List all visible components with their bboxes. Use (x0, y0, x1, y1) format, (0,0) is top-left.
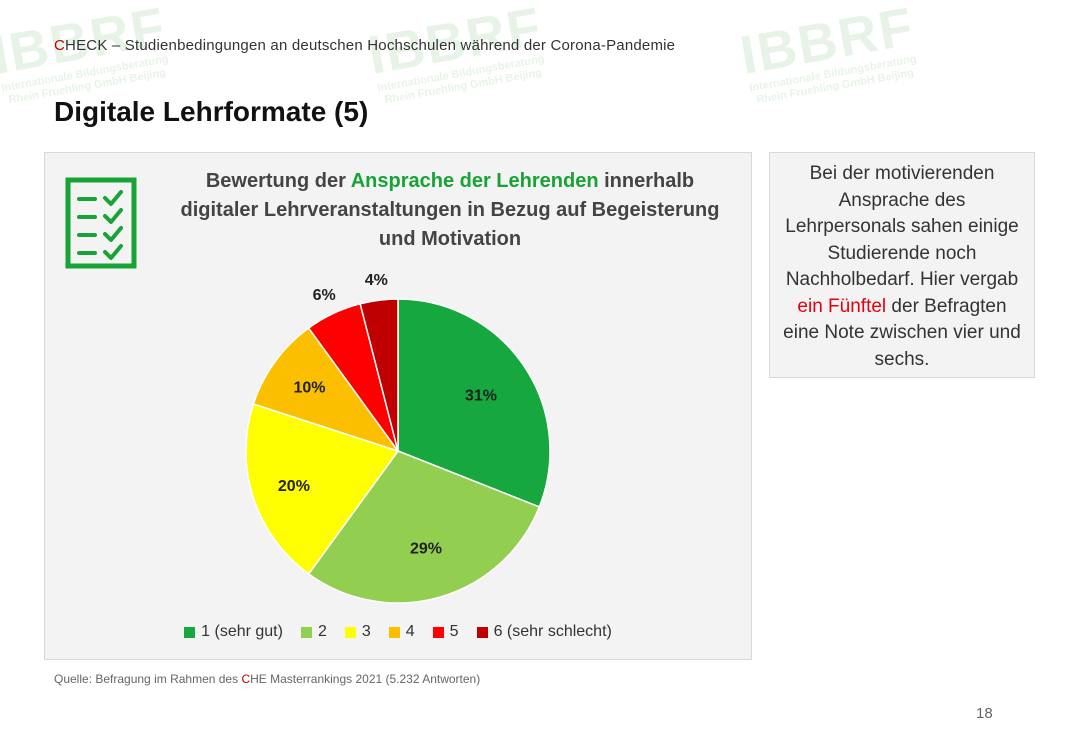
watermark-line: Rhein Fruehling GmbH Beijing (383, 66, 543, 107)
chart-title: Bewertung der Ansprache der Lehrenden in… (165, 167, 735, 254)
chart-panel: Bewertung der Ansprache der Lehrenden in… (44, 152, 752, 660)
legend-swatch (388, 626, 400, 638)
watermark-line: Internationale Bildungsberatung (748, 53, 918, 95)
pie-chart: 31% 29% 20% 10% 6% 4% (245, 272, 551, 604)
header-first-letter: C (54, 37, 66, 54)
pie-label-5: 6% (313, 287, 336, 304)
pie-label-4: 10% (293, 380, 325, 397)
pie-slice-6 (359, 298, 399, 452)
page-number: 18 (976, 705, 993, 722)
pie-label-1: 31% (465, 388, 497, 405)
chart-title-highlight: Ansprache der Lehrenden (350, 170, 599, 192)
legend-item-5: 5 (432, 623, 459, 641)
source-red-letter: C (241, 672, 251, 686)
info-text: Bei der motivierenden Ansprache des Lehr… (785, 163, 1019, 290)
pie-slice-2 (307, 450, 541, 604)
pie-slice-4 (252, 326, 400, 453)
watermark-line: Internationale Bildungsberatung (0, 53, 170, 95)
pie-label-3: 20% (278, 478, 310, 495)
legend-swatch (300, 626, 312, 638)
legend-label: 1 (sehr gut) (201, 623, 283, 640)
page-title: Digitale Lehrformate (5) (54, 96, 369, 127)
legend-swatch (432, 626, 444, 638)
info-highlight: ein Fünftel (797, 295, 887, 317)
watermark-brand: IBBRF (735, 0, 919, 86)
legend-item-1: 1 (sehr gut) (184, 623, 283, 641)
legend-swatch (476, 626, 488, 638)
checklist-icon (65, 177, 137, 269)
legend-label: 3 (361, 623, 371, 640)
header-subtitle: – Studienbedingungen an deutschen Hochsc… (107, 37, 676, 54)
pie-label-6: 4% (365, 272, 388, 289)
watermark: IBBRF Internationale Bildungsberatung Rh… (736, 0, 922, 109)
watermark: IBBRF Internationale Bildungsberatung Rh… (364, 0, 550, 109)
legend-swatch (184, 626, 196, 638)
legend-item-2: 2 (300, 623, 327, 641)
source-note: Quelle: Befragung im Rahmen des CHE Mast… (54, 672, 480, 686)
info-text: der Befragten eine Note zwischen vier un… (783, 295, 1021, 370)
chart-title-part: Bewertung der (205, 170, 351, 192)
pie-label-2: 29% (410, 540, 442, 557)
legend-swatch (344, 626, 356, 638)
legend-label: 4 (405, 623, 415, 640)
header-check: HECK (65, 37, 108, 54)
pie-slice-3 (245, 403, 400, 576)
legend-item-4: 4 (388, 623, 415, 641)
watermark-line: Internationale Bildungsberatung (376, 53, 546, 95)
legend-label: 6 (sehr schlecht) (493, 623, 612, 640)
pie-slice-1 (397, 298, 551, 508)
legend-label: 5 (449, 623, 459, 640)
legend-label: 2 (317, 623, 327, 640)
watermark: IBBRF Internationale Bildungsberatung Rh… (0, 0, 175, 109)
watermark-line: Rhein Fruehling GmbH Beijing (755, 66, 915, 107)
chart-title-part: innerhalb digitaler Lehrveranstaltungen … (180, 170, 720, 250)
legend-item-3: 3 (344, 623, 371, 641)
source-text: HE Masterrankings 2021 (5.232 Antworten) (250, 672, 481, 686)
source-text: Quelle: Befragung im Rahmen des (54, 672, 242, 686)
header-line: CHECK – Studienbedingungen an deutschen … (54, 37, 675, 54)
info-box: Bei der motivierenden Ansprache des Lehr… (769, 152, 1035, 378)
legend-item-6: 6 (sehr schlecht) (476, 623, 612, 641)
chart-legend: 1 (sehr gut) 2 3 4 5 6 (sehr schlecht) (45, 623, 751, 641)
